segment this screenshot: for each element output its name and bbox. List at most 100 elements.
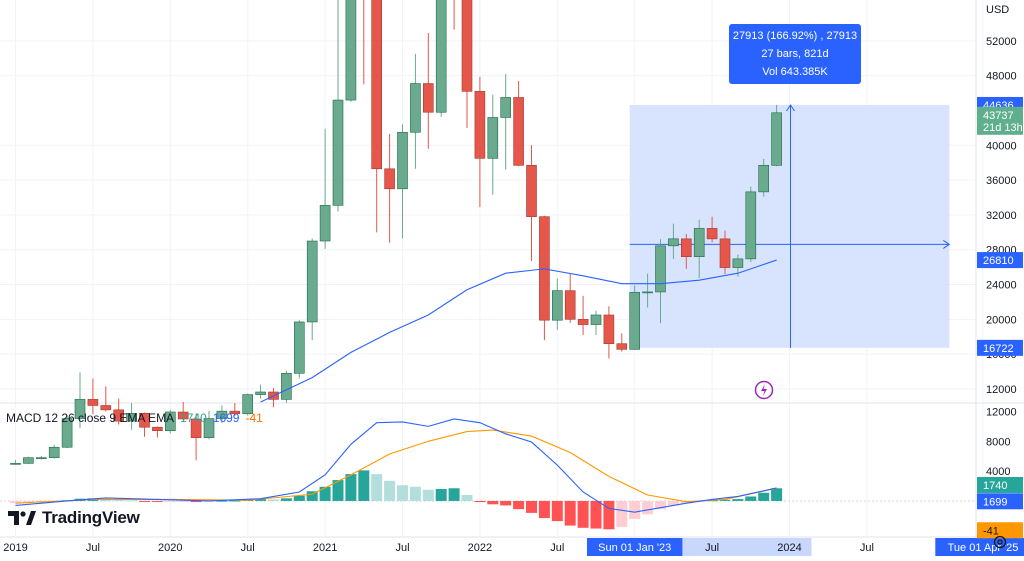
time-tick-label: Jul: [860, 542, 874, 554]
candle-body: [293, 321, 305, 374]
candle-body: [655, 245, 666, 293]
candle-body: [332, 99, 344, 206]
macd-histogram-bar: [564, 500, 576, 526]
macd-histogram-bar: [500, 500, 512, 506]
macd-line: [15, 418, 777, 513]
candle-body: [35, 457, 47, 459]
measure-h-arrowhead: [943, 239, 951, 249]
macd-histogram-bar: [732, 499, 744, 501]
candle-body: [165, 411, 176, 432]
low-price-badge-text: 16722: [983, 343, 1014, 355]
macd-legend-macd: 1740: [180, 411, 207, 425]
macd-legend[interactable]: MACD 12 26 close 9 EMA EMA 1740 1699 -41: [6, 411, 263, 425]
current-price-badge-text: 43737: [983, 110, 1014, 122]
candle-body: [113, 409, 124, 422]
candle-body: [216, 410, 228, 419]
macd-histogram-bar: [603, 500, 615, 530]
macd-histogram-bar: [255, 499, 267, 501]
candle-body: [126, 413, 137, 422]
macd-tick-label: 4000: [986, 466, 1010, 478]
candle-body: [668, 238, 679, 247]
macd-histogram-bar: [745, 496, 757, 501]
macd-histogram-bar: [100, 499, 112, 501]
candle-body: [61, 418, 73, 448]
macd-histogram-bar: [616, 500, 628, 528]
candle-body: [345, 0, 357, 101]
candle-body: [564, 290, 576, 320]
candle-body: [642, 291, 653, 294]
macd-badge-text: 1740: [983, 480, 1007, 492]
price-tick-label: 24000: [986, 280, 1017, 292]
time-tick-label: Jul: [550, 542, 564, 554]
macd-histogram-bar: [422, 489, 434, 501]
candle-body: [603, 314, 615, 345]
macd-histogram-bar: [474, 500, 486, 503]
macd-histogram-bar: [461, 494, 473, 501]
macd-histogram-bar: [113, 499, 125, 501]
candle-body: [281, 372, 292, 400]
measure-tooltip: 27913 (166.92%) , 27913 27 bars, 821d Vo…: [729, 24, 861, 84]
candle-body: [410, 83, 421, 133]
candle-body: [474, 91, 486, 159]
candle-body: [152, 426, 163, 432]
ma-price-badge-bg: [977, 252, 1023, 269]
candle-body: [397, 131, 408, 190]
macd-histogram-bar: [719, 499, 731, 501]
macd-title: MACD 12 26 close 9 EMA EMA: [6, 411, 175, 425]
macd-histogram-bar: [655, 500, 666, 510]
time-tick-label: 2021: [313, 542, 337, 554]
current-price-badge-text: 21d 13h: [983, 122, 1023, 134]
macd-histogram-bar: [409, 486, 421, 501]
candle-body: [590, 314, 602, 325]
macd-signal-line: [15, 429, 777, 504]
time-tick-label: Jul: [86, 542, 100, 554]
time-tick-label: Jul: [241, 542, 255, 554]
hist-badge-bg: [977, 522, 1023, 539]
macd-histogram-bar: [629, 500, 641, 519]
candle-body: [732, 258, 744, 268]
price-tick-label: 32000: [986, 210, 1017, 222]
macd-histogram-bar: [642, 500, 654, 515]
tradingview-logo-icon: [8, 511, 36, 525]
candle-body: [616, 343, 628, 350]
signal-badge-bg: [977, 493, 1023, 510]
candle-body: [190, 418, 202, 438]
macd-histogram-bar: [397, 485, 408, 501]
candle-body: [461, 0, 473, 92]
current-price-badge-bg: [977, 106, 1023, 135]
lightning-alert-icon: [754, 380, 774, 400]
candle-body: [319, 205, 331, 242]
time-badge-bg: [587, 538, 683, 556]
macd-histogram-bar: [358, 470, 370, 501]
time-badge-label: Tue 01 Apr '25: [948, 542, 1019, 554]
currency-label[interactable]: USD: [986, 4, 1010, 16]
macd-histogram-bar: [667, 500, 679, 506]
macd-histogram-bar: [538, 500, 550, 519]
macd-histogram-bar: [268, 499, 279, 501]
candle-body: [629, 292, 641, 350]
macd-histogram-bar: [551, 500, 563, 522]
candle-body: [487, 117, 499, 159]
macd-tick-label: 12000: [986, 406, 1017, 418]
price-tick-label: 20000: [986, 314, 1017, 326]
moving-average-line: [260, 259, 777, 403]
candle-body: [87, 399, 99, 406]
tradingview-logo[interactable]: TradingView: [8, 508, 140, 528]
macd-histogram-bar: [190, 500, 202, 503]
macd-histogram-bar: [771, 488, 783, 501]
macd-histogram-bar: [577, 500, 589, 528]
macd-histogram-bar: [216, 500, 228, 502]
price-tick-label: 36000: [986, 175, 1017, 187]
candle-body: [10, 463, 21, 465]
candle-body: [680, 238, 692, 257]
hist-badge-text: -41: [983, 525, 999, 537]
macd-histogram-bar: [164, 500, 176, 502]
measure-volume: Vol 643.385K: [762, 66, 828, 78]
settings-gear-icon[interactable]: [992, 534, 1008, 550]
macd-histogram-bar: [10, 500, 21, 504]
macd-histogram-bar: [680, 500, 692, 504]
signal-badge-text: 1699: [983, 496, 1007, 508]
candle-body: [139, 413, 150, 428]
